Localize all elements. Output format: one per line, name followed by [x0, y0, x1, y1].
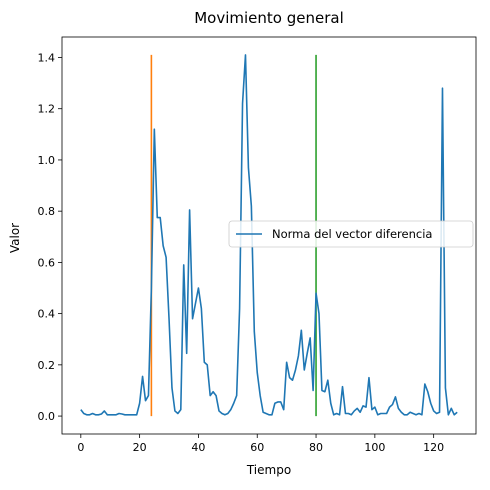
y-tick-label: 0.8 — [38, 205, 56, 218]
y-axis-label: Valor — [8, 223, 22, 253]
legend-box — [228, 220, 474, 248]
x-tick-label: 0 — [77, 441, 84, 454]
y-tick-label: 0.0 — [38, 410, 56, 423]
x-tick-label: 100 — [364, 441, 385, 454]
x-tick-label: 60 — [250, 441, 264, 454]
axes-frame — [61, 36, 477, 435]
x-tick-label: 80 — [309, 441, 323, 454]
x-tick-label: 40 — [191, 441, 205, 454]
x-axis-label: Tiempo — [246, 463, 291, 477]
legend-label: Norma del vector diferencia — [272, 227, 432, 241]
y-tick-label: 1.0 — [38, 154, 56, 167]
chart-title: Movimiento general — [194, 9, 344, 27]
x-tick-label: 120 — [423, 441, 444, 454]
y-tick-label: 0.6 — [38, 256, 56, 269]
plot-area: 0 20 40 60 80 100 120 0.0 0.2 0.4 0.6 0.8 1.0 1.2 1.4 N… — [38, 36, 477, 454]
y-tick-label: 0.2 — [38, 359, 56, 372]
y-tick-label: 1.2 — [38, 103, 56, 116]
x-tick-label: 20 — [133, 441, 147, 454]
y-tick-label: 0.4 — [38, 308, 56, 321]
y-tick-label: 1.4 — [38, 51, 56, 64]
series-line — [80, 54, 458, 416]
